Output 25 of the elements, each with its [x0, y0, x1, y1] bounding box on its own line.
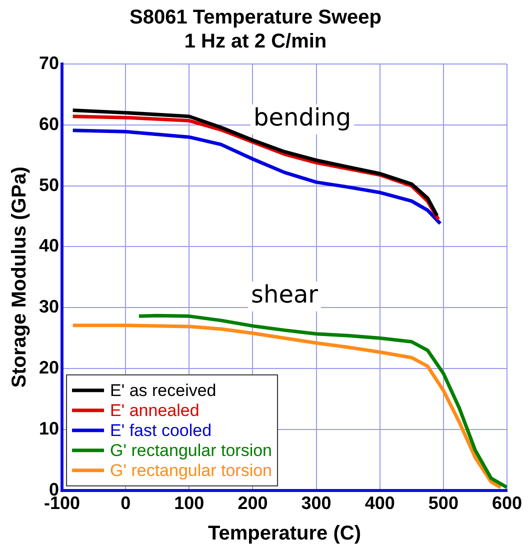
y-tick-label: 20 [38, 358, 60, 378]
y-tick-label: 70 [38, 52, 60, 73]
y-tick-label: 60 [38, 114, 60, 134]
legend-label: G' rectangular torsion [110, 441, 272, 460]
x-tick-label: 200 [238, 493, 268, 514]
x-tick-label: 400 [364, 493, 395, 514]
y-tick-label: 30 [38, 296, 60, 317]
y-axis-title: Storage Modulus (GPa) [8, 166, 31, 388]
y-tick-label: 40 [38, 236, 60, 256]
x-tick-label: 500 [428, 493, 458, 514]
x-tick-label: 100 [174, 493, 204, 514]
x-tick-label: 0 [120, 493, 131, 514]
annotation: bending [254, 104, 352, 132]
chart-subtitle: 1 Hz at 2 C/min [184, 30, 327, 53]
x-tick-label: 600 [492, 493, 522, 514]
chart-title: S8061 Temperature Sweep [130, 6, 382, 29]
legend-label: E' fast cooled [110, 421, 212, 440]
y-tick-label: 10 [38, 418, 60, 438]
x-axis-title: Temperature (C) [208, 522, 362, 545]
legend-label: E' annealed [110, 401, 200, 420]
annotation: shear [250, 280, 318, 309]
legend-label: E' as received [110, 381, 216, 400]
legend-label: G' rectangular torsion [110, 461, 272, 480]
x-tick-label: 300 [301, 493, 332, 514]
y-tick-label: 50 [38, 174, 60, 195]
